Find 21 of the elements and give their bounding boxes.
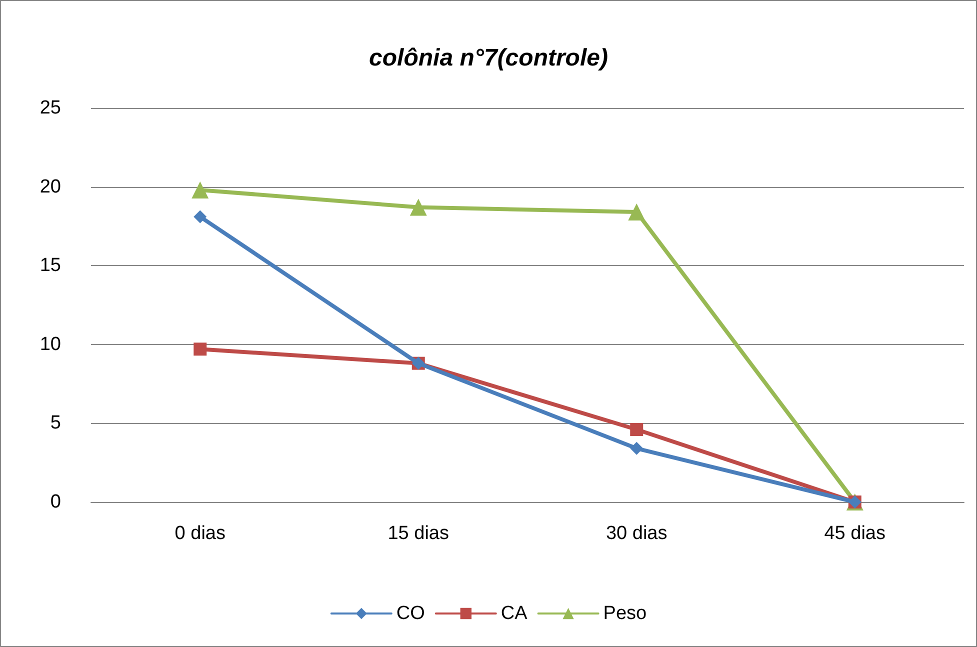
- legend-label: CA: [500, 603, 528, 624]
- x-tick-label: 45 dias: [824, 523, 886, 544]
- point: [410, 198, 427, 216]
- y-tick-label: 5: [50, 412, 61, 434]
- y-tick-label: 10: [40, 334, 61, 355]
- x-tick-label: 30 dias: [606, 523, 668, 544]
- y-tick-label: 0: [50, 492, 61, 512]
- x-tick-label: 0 dias: [174, 523, 226, 544]
- y-tick-label: 25: [40, 98, 61, 118]
- point: [628, 204, 646, 221]
- chart-title: colônia n°7(controle): [369, 44, 608, 72]
- x-tick-label: 15 dias: [388, 523, 450, 544]
- y-tick-label: 20: [40, 176, 61, 198]
- legend-label: Peso: [603, 603, 647, 624]
- point: [194, 210, 207, 224]
- point: [194, 342, 207, 356]
- legend-label: CO: [396, 603, 425, 624]
- y-tick-label: 15: [40, 255, 61, 276]
- point: [630, 423, 644, 436]
- point: [630, 442, 644, 455]
- point: [192, 181, 209, 198]
